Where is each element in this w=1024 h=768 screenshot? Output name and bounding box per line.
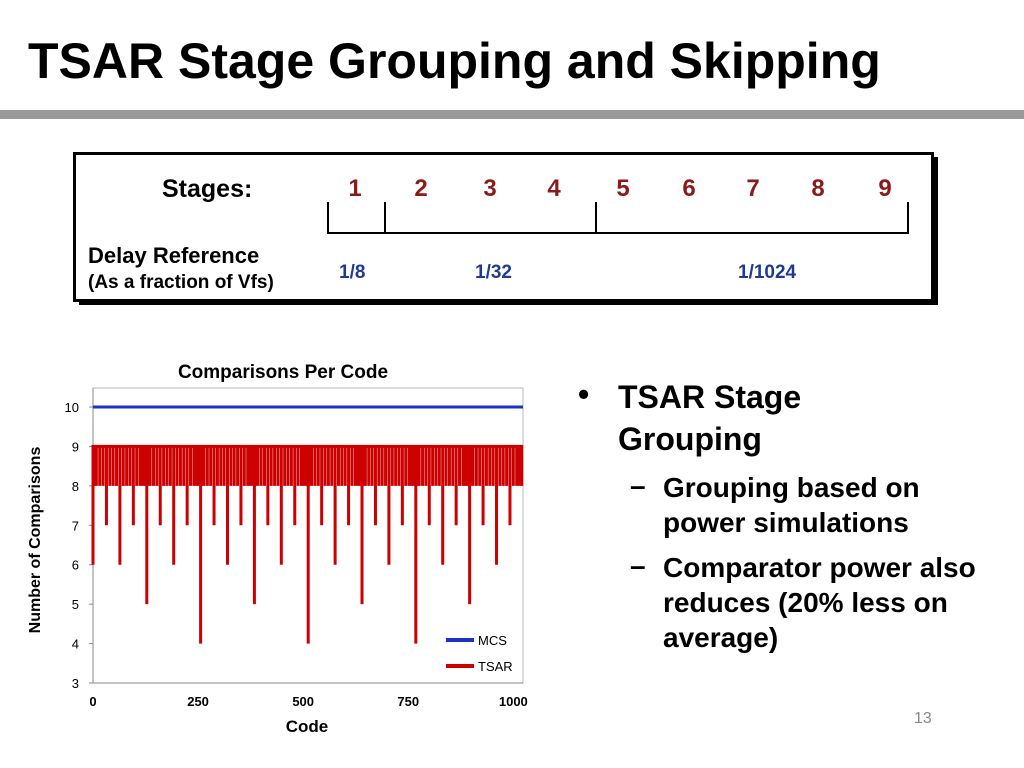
chart-title: Comparisons Per Code (178, 362, 388, 383)
y-axis-label: Number of Comparisons (27, 447, 44, 634)
stage-group-baseline (327, 232, 909, 234)
stage-number: 5 (616, 175, 630, 202)
stage-group-tick (327, 202, 329, 234)
stage-number: 6 (682, 175, 696, 202)
stage-number: 4 (547, 175, 561, 202)
x-tick-label: 250 (187, 694, 209, 709)
sub-bullet: Comparator power also reduces (20% less … (663, 552, 976, 653)
x-tick-label: 750 (397, 694, 419, 709)
stage-number: 9 (878, 175, 892, 202)
stage-number: 1 (348, 175, 362, 202)
y-tick-label: 10 (65, 400, 79, 415)
y-tick-label: 6 (72, 558, 79, 573)
y-tick-label: 5 (72, 597, 79, 612)
stage-table: Stages: 1 2 3 4 5 6 7 8 9 Delay Referenc… (73, 152, 934, 302)
bullet-main: TSAR Stage Grouping (618, 379, 802, 457)
delay-reference-sublabel: (As a fraction of Vfs) (88, 272, 274, 293)
stage-number: 7 (746, 175, 760, 202)
stage-number: 2 (414, 175, 428, 202)
stage-group-tick (384, 202, 386, 234)
slide-number: 13 (914, 710, 932, 727)
stage-number: 3 (483, 175, 497, 202)
y-tick-label: 3 (72, 676, 79, 691)
bullet-marker: • (578, 376, 590, 412)
title-rule (0, 110, 1024, 119)
y-tick-label: 7 (72, 518, 79, 533)
delay-reference-label: Delay Reference (88, 243, 260, 268)
y-tick-label: 9 (72, 439, 79, 454)
delay-value: 1/32 (475, 262, 512, 283)
sub-bullet-marker: – (630, 470, 646, 501)
sub-bullet-marker: – (630, 550, 646, 581)
y-tick-labels: 3 4 5 6 7 8 9 10 (65, 400, 93, 691)
legend-label-mcs: MCS (478, 633, 507, 648)
delay-value: 1/1024 (738, 262, 797, 283)
x-tick-labels: 0 250 500 750 1000 (89, 694, 527, 709)
stage-group-tick (907, 202, 909, 234)
x-tick-label: 0 (89, 694, 96, 709)
x-tick-label: 1000 (499, 694, 528, 709)
slide-title: TSAR Stage Grouping and Skipping (28, 33, 881, 89)
delay-value: 1/8 (339, 262, 366, 283)
stage-group-tick (595, 202, 597, 234)
legend-label-tsar: TSAR (478, 659, 513, 674)
y-tick-label: 8 (72, 479, 79, 494)
series-layer (91, 405, 524, 644)
series-line-tsar (91, 444, 524, 644)
stages-label: Stages: (162, 175, 253, 203)
x-tick-label: 500 (292, 694, 314, 709)
y-tick-label: 4 (72, 637, 79, 652)
stage-number: 8 (811, 175, 825, 202)
x-axis-label: Code (286, 717, 329, 736)
sub-bullet: Grouping based on power simulations (663, 472, 920, 538)
